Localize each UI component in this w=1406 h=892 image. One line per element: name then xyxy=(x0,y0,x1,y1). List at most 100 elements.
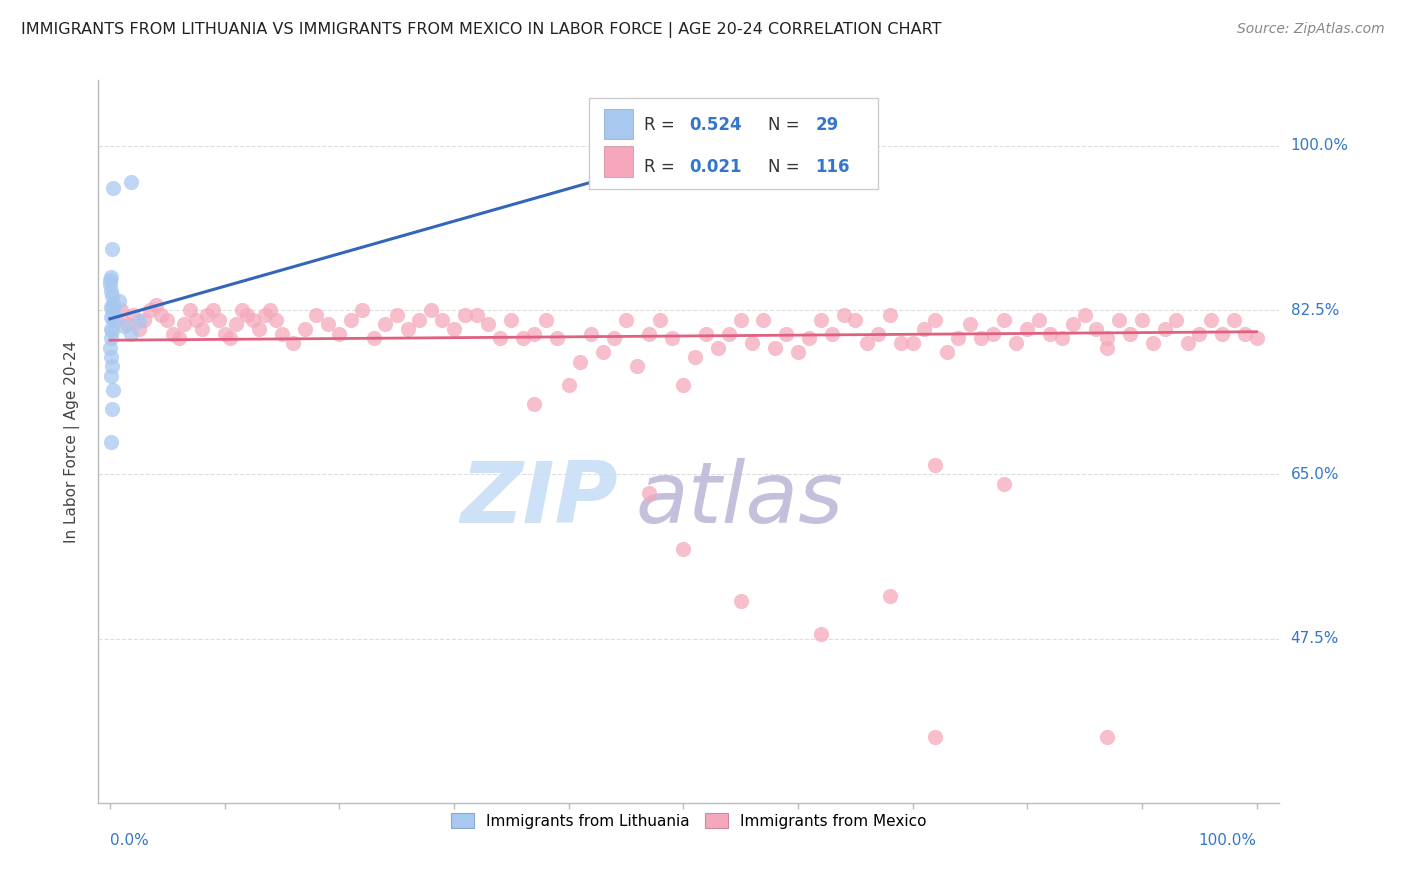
Point xyxy=(786,345,808,359)
Point xyxy=(775,326,797,341)
Point xyxy=(385,308,408,322)
Point xyxy=(855,336,877,351)
Text: N =: N = xyxy=(768,158,806,176)
Point xyxy=(1177,336,1199,351)
Point xyxy=(672,378,695,392)
Point xyxy=(247,322,270,336)
Point xyxy=(98,341,121,355)
Point xyxy=(706,341,728,355)
Point xyxy=(948,331,970,345)
Text: atlas: atlas xyxy=(636,458,844,541)
Point xyxy=(832,308,855,322)
Point xyxy=(208,312,231,326)
Text: ZIP: ZIP xyxy=(460,458,619,541)
Legend: Immigrants from Lithuania, Immigrants from Mexico: Immigrants from Lithuania, Immigrants fr… xyxy=(444,806,934,835)
Point xyxy=(120,175,142,189)
Point xyxy=(103,306,125,320)
Point xyxy=(214,326,236,341)
Point xyxy=(1004,336,1026,351)
Point xyxy=(1199,312,1222,326)
Point xyxy=(101,242,124,256)
Text: IMMIGRANTS FROM LITHUANIA VS IMMIGRANTS FROM MEXICO IN LABOR FORCE | AGE 20-24 C: IMMIGRANTS FROM LITHUANIA VS IMMIGRANTS … xyxy=(21,22,942,38)
Y-axis label: In Labor Force | Age 20-24: In Labor Force | Age 20-24 xyxy=(63,341,80,542)
Point xyxy=(101,289,124,303)
Point xyxy=(339,312,361,326)
Point xyxy=(637,326,659,341)
Point xyxy=(283,336,305,351)
Point xyxy=(1108,312,1130,326)
Text: 100.0%: 100.0% xyxy=(1291,138,1348,153)
Point xyxy=(454,308,477,322)
Point xyxy=(396,322,419,336)
Bar xyxy=(605,146,634,177)
Point xyxy=(981,326,1004,341)
Point xyxy=(844,312,866,326)
Point xyxy=(1153,322,1175,336)
Point xyxy=(112,319,135,334)
Point xyxy=(614,312,637,326)
Point xyxy=(959,318,981,332)
Point xyxy=(103,312,125,326)
Point xyxy=(1097,730,1119,744)
Point xyxy=(752,312,775,326)
Text: 65.0%: 65.0% xyxy=(1291,467,1339,482)
Bar xyxy=(605,109,634,139)
Point xyxy=(512,331,534,345)
Point xyxy=(139,303,162,318)
Point xyxy=(683,350,706,364)
Text: 100.0%: 100.0% xyxy=(1198,833,1257,848)
Point xyxy=(1222,312,1244,326)
Point xyxy=(259,303,281,318)
Text: 0.524: 0.524 xyxy=(689,116,741,134)
Point xyxy=(184,312,207,326)
Point xyxy=(924,458,946,472)
Point xyxy=(253,308,276,322)
Point xyxy=(603,331,626,345)
Point xyxy=(1234,326,1257,341)
Point xyxy=(100,310,122,324)
Text: 116: 116 xyxy=(815,158,849,176)
Point xyxy=(477,318,499,332)
Point xyxy=(810,312,832,326)
Point xyxy=(592,345,614,359)
Point xyxy=(1097,331,1119,345)
Point xyxy=(121,308,143,322)
Point xyxy=(173,318,195,332)
Point xyxy=(1039,326,1062,341)
Text: 47.5%: 47.5% xyxy=(1291,632,1339,646)
Point xyxy=(1097,341,1119,355)
Point xyxy=(115,318,138,332)
Point xyxy=(1166,312,1188,326)
Point xyxy=(103,383,125,397)
Point xyxy=(443,322,465,336)
Point xyxy=(1188,326,1211,341)
Point xyxy=(501,312,523,326)
Point xyxy=(718,326,741,341)
Point xyxy=(167,331,190,345)
Point xyxy=(1246,331,1268,345)
Text: 82.5%: 82.5% xyxy=(1291,302,1339,318)
Point xyxy=(316,318,339,332)
Text: R =: R = xyxy=(644,158,681,176)
Point xyxy=(98,273,121,287)
Point xyxy=(1142,336,1164,351)
Point xyxy=(242,312,264,326)
Point xyxy=(890,336,912,351)
Point xyxy=(488,331,510,345)
Point xyxy=(145,298,167,312)
Text: Source: ZipAtlas.com: Source: ZipAtlas.com xyxy=(1237,22,1385,37)
Point xyxy=(101,324,124,338)
Point xyxy=(581,326,603,341)
Point xyxy=(156,312,179,326)
Point xyxy=(1017,322,1039,336)
Point xyxy=(103,296,125,310)
Point xyxy=(626,359,648,374)
Point xyxy=(98,277,121,291)
Point xyxy=(1085,322,1108,336)
Point xyxy=(1073,308,1095,322)
Point xyxy=(108,293,131,308)
Point xyxy=(637,162,659,177)
Point xyxy=(101,401,124,416)
Point xyxy=(162,326,184,341)
Point xyxy=(868,326,890,341)
